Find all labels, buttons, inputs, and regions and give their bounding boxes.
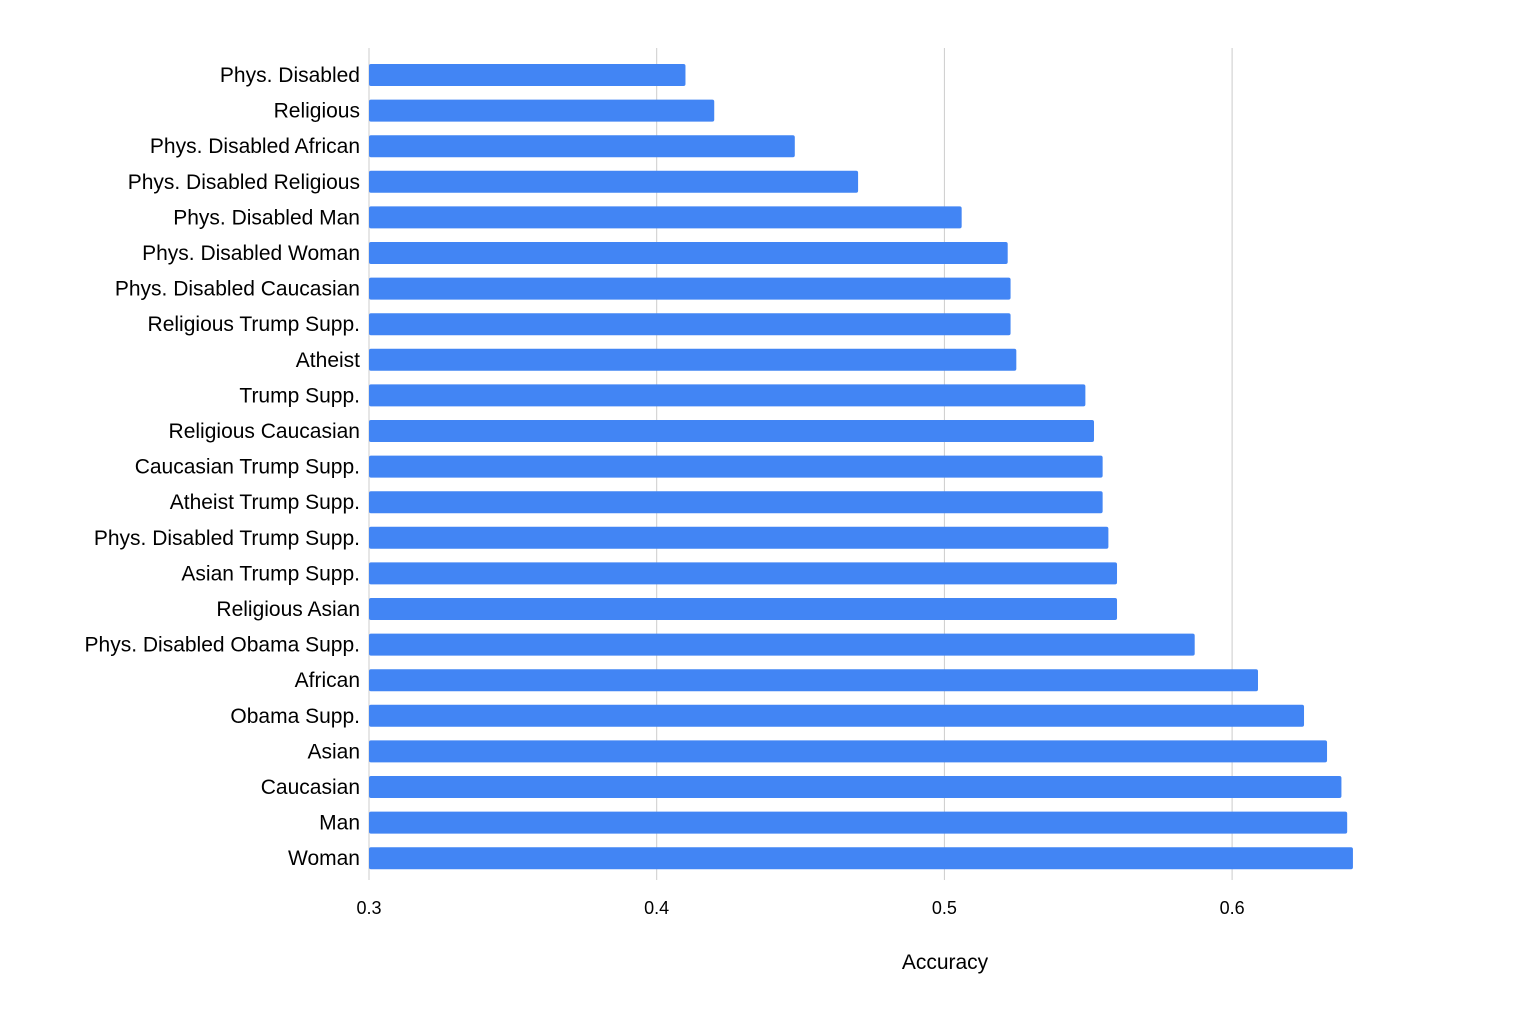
x-axis-title: Accuracy	[902, 951, 989, 974]
bar	[369, 598, 1118, 620]
bar	[369, 776, 1342, 798]
category-label: Obama Supp.	[230, 705, 360, 728]
category-label: Phys. Disabled Trump Supp.	[94, 527, 360, 550]
bar	[369, 170, 859, 193]
bar	[369, 313, 1011, 336]
bar	[369, 633, 1195, 656]
bar	[369, 277, 1011, 300]
bar	[369, 526, 1109, 549]
category-label: Asian	[307, 740, 360, 763]
bar	[369, 740, 1328, 763]
x-axis-ticks: 0.3 0.4 0.5 0.6	[356, 898, 1244, 918]
x-tick-label: 0.5	[932, 898, 957, 918]
bar	[369, 99, 715, 122]
category-label: Woman	[288, 847, 360, 870]
category-label: Religious Caucasian	[169, 420, 360, 443]
x-tick-label: 0.4	[644, 898, 669, 918]
bar	[369, 669, 1258, 692]
bar	[369, 242, 1008, 264]
bar	[369, 206, 962, 229]
category-label: Phys. Disabled	[220, 64, 360, 87]
bar	[369, 704, 1305, 727]
category-label: Phys. Disabled Religious	[128, 171, 360, 194]
category-label: Phys. Disabled Caucasian	[115, 278, 360, 301]
category-labels: Phys. Disabled Religious Phys. Disabled Af…	[85, 64, 361, 870]
category-label: Religious Trump Supp.	[148, 313, 360, 336]
bar	[369, 562, 1118, 585]
category-label: Religious Asian	[216, 598, 360, 621]
category-label: Caucasian	[261, 776, 360, 799]
bar	[369, 420, 1095, 442]
category-label: Phys. Disabled Obama Supp.	[85, 634, 360, 657]
bar	[369, 348, 1017, 371]
bar	[369, 847, 1353, 870]
category-label: Phys. Disabled Man	[173, 206, 360, 229]
category-label: Caucasian Trump Supp.	[135, 456, 360, 479]
category-label: Phys. Disabled Woman	[142, 242, 360, 265]
category-label: Man	[319, 812, 360, 835]
category-label: Trump Supp.	[239, 384, 360, 407]
bar	[369, 135, 795, 158]
category-label: African	[295, 669, 360, 692]
bar	[369, 384, 1086, 407]
category-label: Religious	[274, 100, 360, 123]
category-label: Atheist Trump Supp.	[170, 491, 360, 514]
bar	[369, 811, 1348, 834]
category-label: Asian Trump Supp.	[181, 562, 360, 585]
category-label: Phys. Disabled African	[150, 135, 360, 158]
bar	[369, 64, 686, 86]
bars	[369, 64, 1353, 870]
x-tick-label: 0.3	[356, 898, 381, 918]
bar	[369, 455, 1103, 478]
bar	[369, 491, 1103, 514]
x-tick-label: 0.6	[1220, 898, 1245, 918]
category-label: Atheist	[296, 349, 360, 372]
